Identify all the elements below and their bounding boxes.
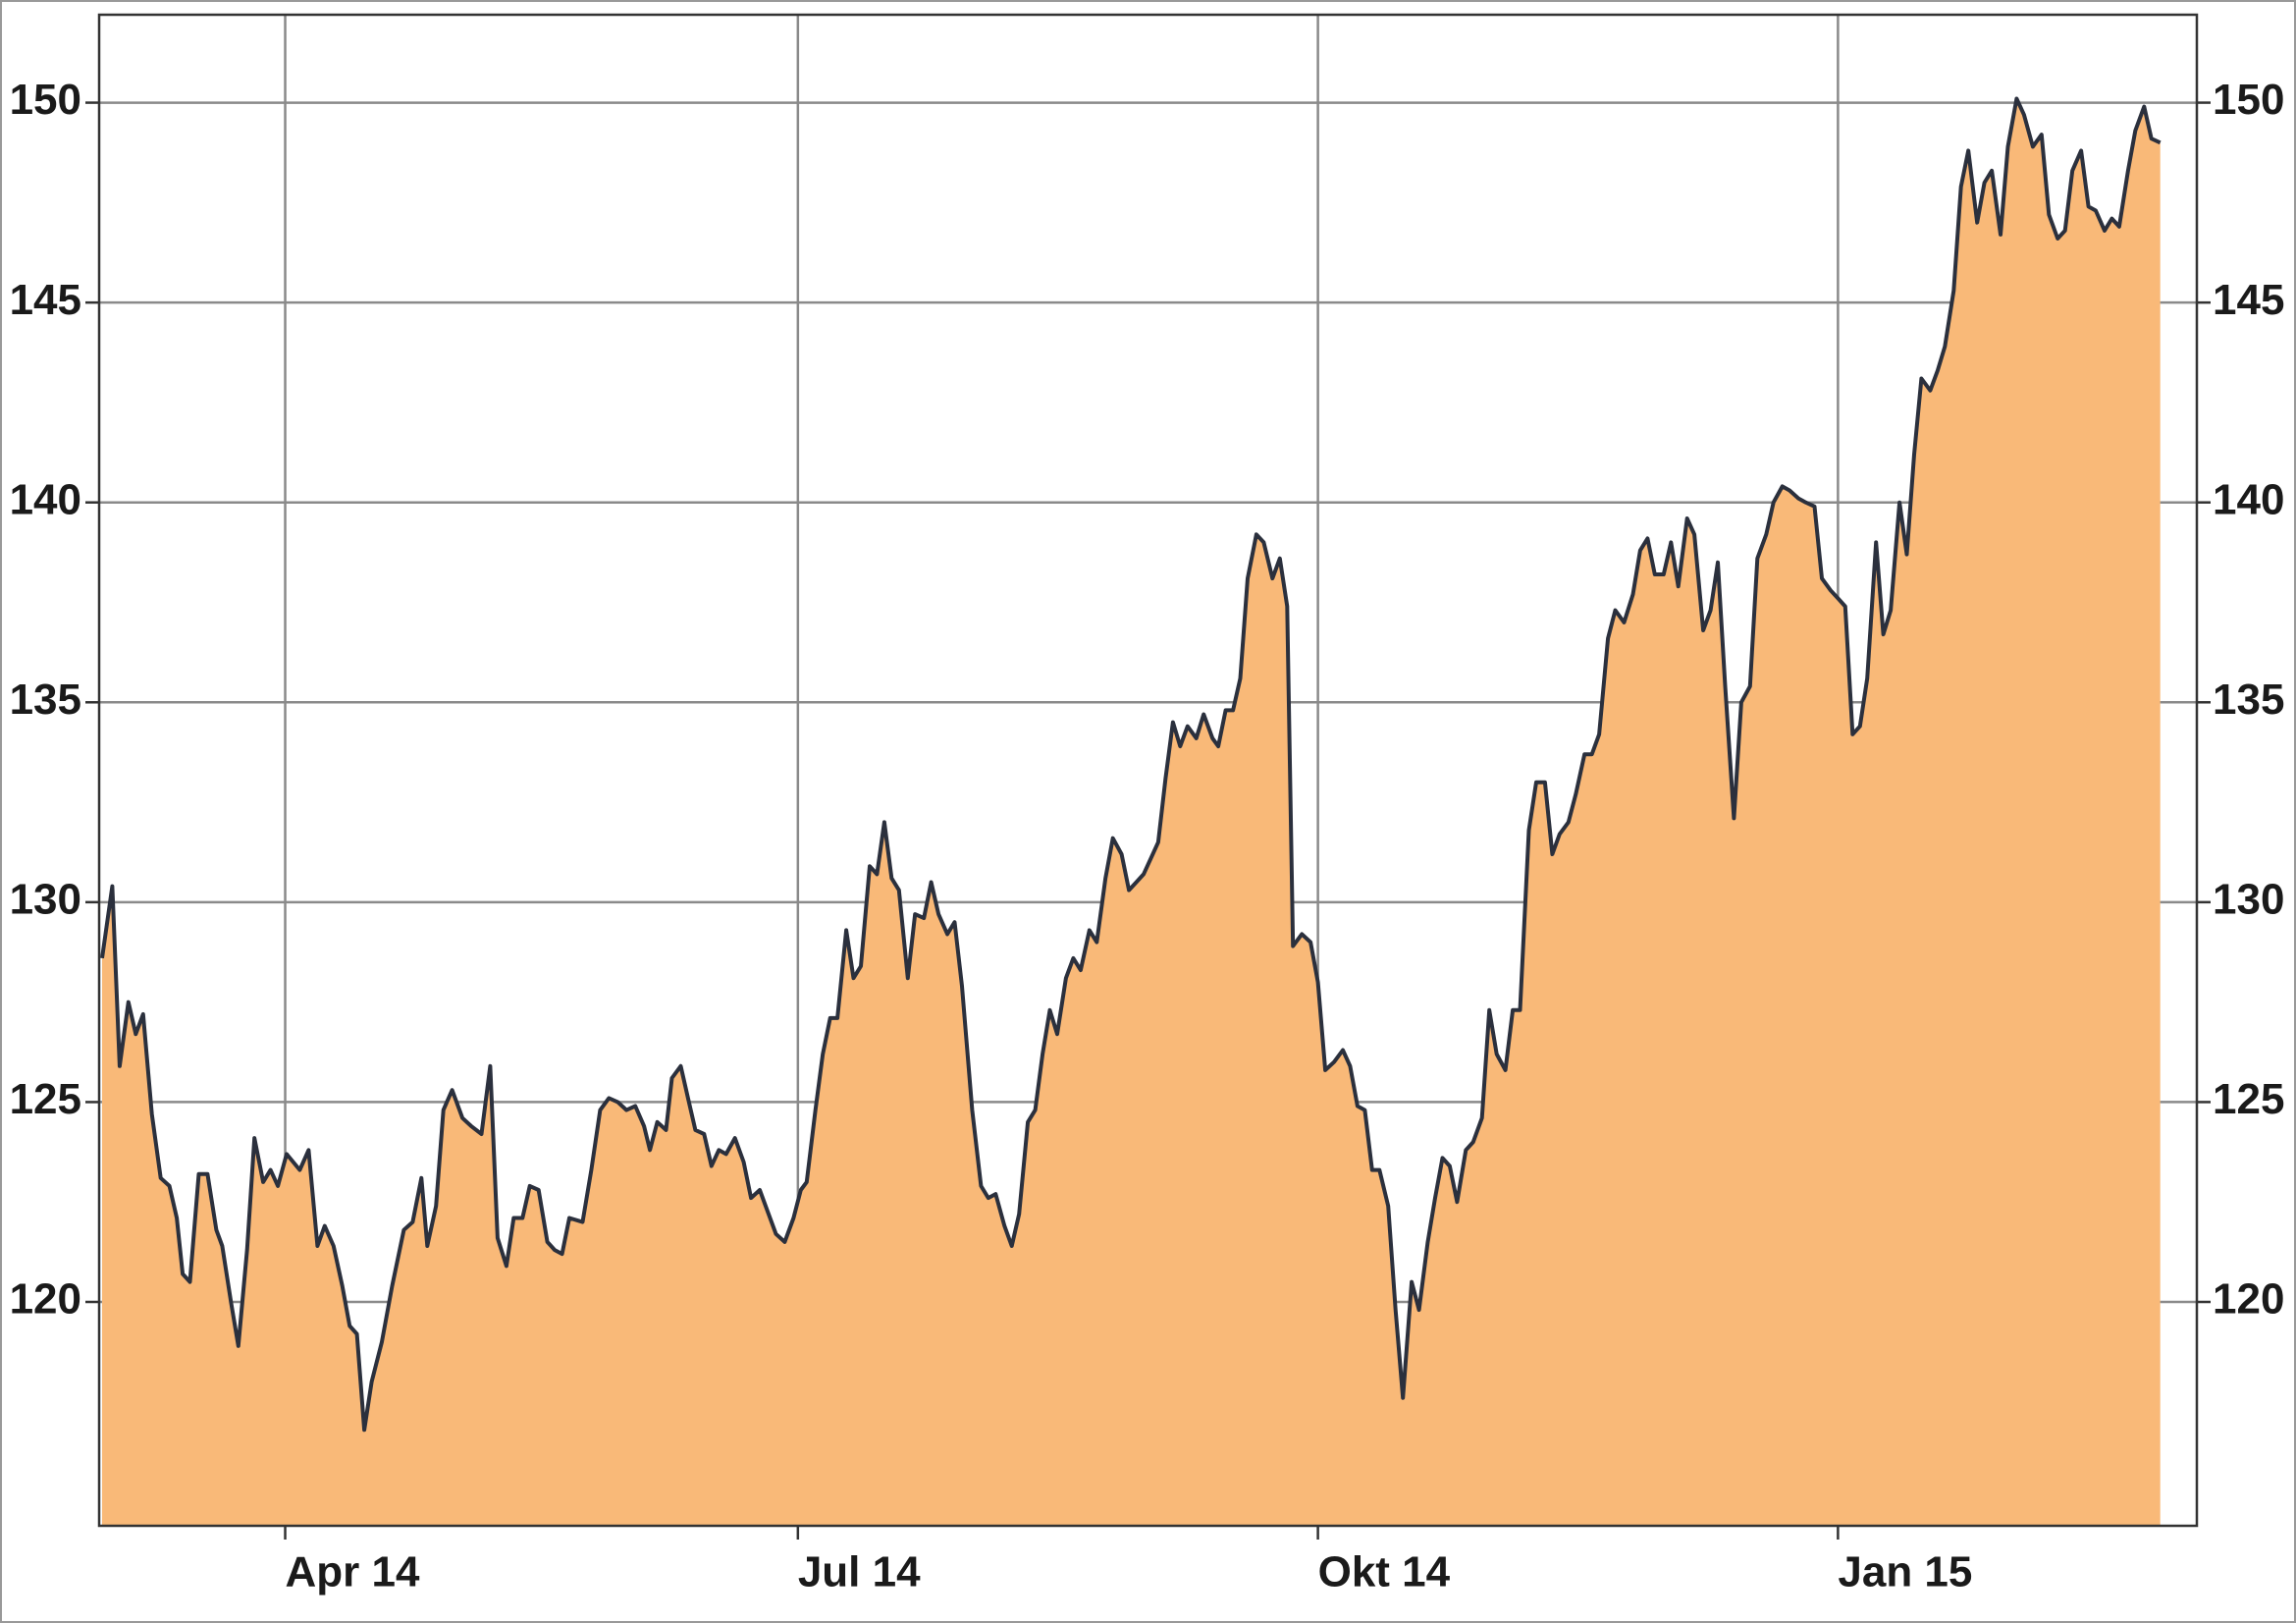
x-tick-label: Jul 14 bbox=[798, 1548, 921, 1596]
y2-tick-label: 145 bbox=[2213, 276, 2284, 324]
x-tick-label: Jan 15 bbox=[1838, 1548, 1972, 1596]
area bbox=[102, 98, 2161, 1526]
y-tick-label: 135 bbox=[10, 676, 81, 724]
y2-tick-label: 150 bbox=[2213, 76, 2284, 124]
y-tick-label: 140 bbox=[10, 475, 81, 523]
y-tick-label: 150 bbox=[10, 76, 81, 124]
y2-tick-label: 135 bbox=[2213, 676, 2284, 724]
line bbox=[100, 96, 2162, 1433]
y-tick-label: 145 bbox=[10, 276, 81, 324]
y-tick-label: 120 bbox=[10, 1275, 81, 1324]
x-tick-label: Okt 14 bbox=[1318, 1548, 1451, 1596]
y2-tick-label: 140 bbox=[2213, 475, 2284, 523]
y2-tick-label: 120 bbox=[2213, 1275, 2284, 1324]
x-tick-label: Apr 14 bbox=[286, 1548, 420, 1596]
y-tick-label: 130 bbox=[10, 875, 81, 923]
y2-tick-label: 130 bbox=[2213, 875, 2284, 923]
y2-tick-label: 125 bbox=[2213, 1075, 2284, 1123]
y-tick-label: 125 bbox=[10, 1075, 81, 1123]
plot-border bbox=[97, 13, 2199, 1528]
